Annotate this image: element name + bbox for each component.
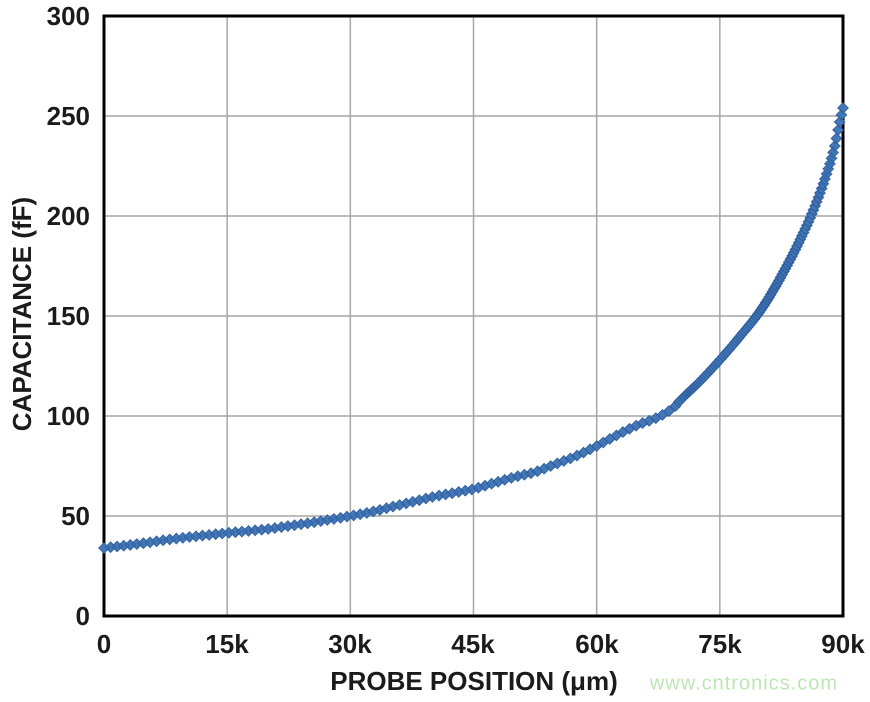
x-tick-90k: 90k — [821, 629, 865, 659]
y-tick-200: 200 — [46, 201, 90, 231]
y-tick-150: 150 — [46, 301, 90, 331]
capacitance-series-markers — [98, 102, 849, 554]
x-tick-15k: 15k — [205, 629, 249, 659]
y-tick-100: 100 — [46, 401, 90, 431]
watermark-text: www.cntronics.com — [649, 672, 838, 695]
x-tick-0: 0 — [96, 629, 112, 659]
x-tick-75k: 75k — [698, 629, 742, 659]
y-tick-300: 300 — [46, 1, 90, 31]
x-tick-45k: 45k — [451, 629, 495, 659]
x-tick-30k: 30k — [328, 629, 372, 659]
y-axis-title: CAPACITANCE (fF) — [7, 196, 37, 432]
x-axis-title: PROBE POSITION (μm) — [330, 666, 618, 696]
y-tick-50: 50 — [61, 501, 90, 531]
y-tick-0: 0 — [75, 601, 90, 631]
y-tick-250: 250 — [46, 101, 90, 131]
x-tick-60k: 60k — [575, 629, 619, 659]
plot-frame — [102, 14, 845, 618]
